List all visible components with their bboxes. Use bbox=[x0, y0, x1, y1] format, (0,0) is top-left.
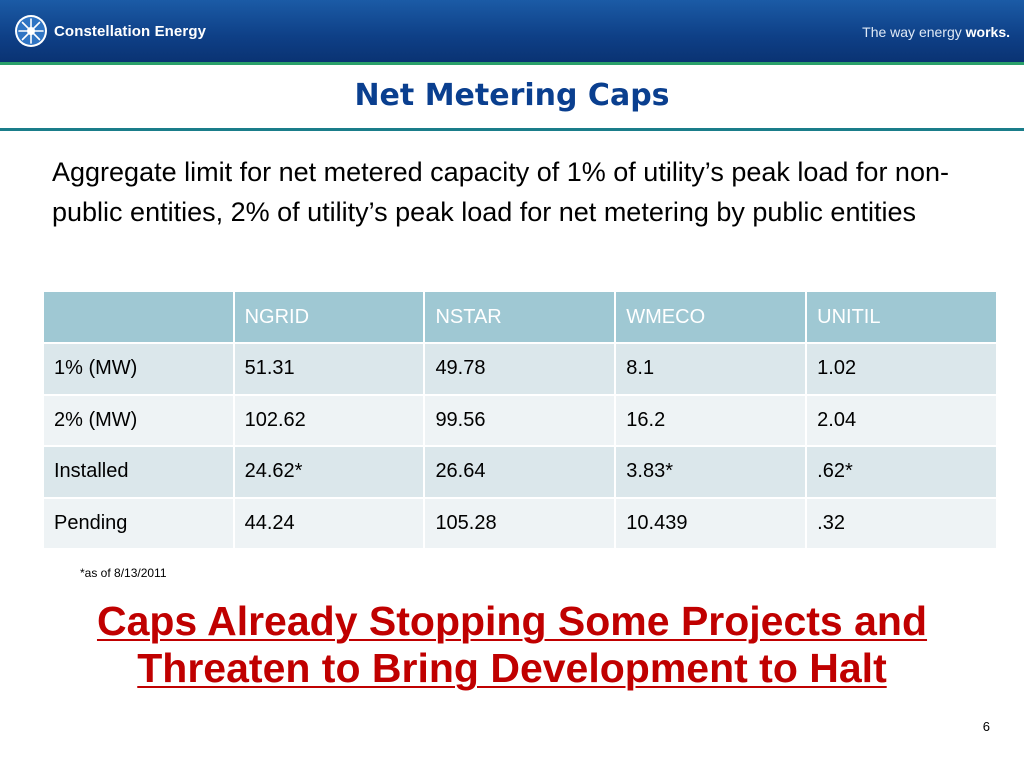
table-cell: 51.31 bbox=[232, 342, 426, 396]
title-divider bbox=[0, 128, 1024, 131]
table-cell: 24.62* bbox=[232, 445, 426, 499]
table-cell: 102.62 bbox=[232, 393, 426, 447]
tagline: The way energy works. bbox=[862, 24, 1010, 40]
table-cell: .32 bbox=[805, 496, 998, 550]
table-header-cell: UNITIL bbox=[805, 290, 998, 344]
row-label-cell: 2% (MW) bbox=[42, 393, 235, 447]
row-label-cell: Pending bbox=[42, 496, 235, 550]
row-label-cell: 1% (MW) bbox=[42, 342, 235, 396]
footnote: *as of 8/13/2011 bbox=[80, 566, 167, 580]
caps-table: NGRID NSTAR WMECO UNITIL 1% (MW) 51.31 4… bbox=[42, 290, 998, 550]
table-header-cell: WMECO bbox=[614, 290, 808, 344]
table-cell: 26.64 bbox=[423, 445, 617, 499]
tagline-prefix: The way energy bbox=[862, 24, 966, 40]
table-cell: 105.28 bbox=[423, 496, 617, 550]
table-cell: .62* bbox=[805, 445, 998, 499]
table-cell: 8.1 bbox=[614, 342, 808, 396]
row-label-cell: Installed bbox=[42, 445, 235, 499]
table-cell: 99.56 bbox=[423, 393, 617, 447]
table-row: Installed 24.62* 26.64 3.83* .62* bbox=[42, 445, 998, 499]
callout-line: Caps Already Stopping Some Projects and bbox=[96, 598, 928, 644]
page-number: 6 bbox=[982, 719, 990, 734]
table-cell: 1.02 bbox=[805, 342, 998, 396]
slide-title: Net Metering Caps bbox=[354, 78, 670, 113]
callout-headline: Caps Already Stopping Some Projects and … bbox=[0, 598, 1024, 692]
table-header-cell bbox=[42, 290, 235, 344]
header-bar: Constellation Energy The way energy work… bbox=[0, 0, 1024, 62]
callout-line: Threaten to Bring Development to Halt bbox=[137, 645, 887, 691]
table-cell: 3.83* bbox=[614, 445, 808, 499]
table-cell: 44.24 bbox=[232, 496, 426, 550]
logo-text: Constellation Energy bbox=[54, 22, 207, 40]
table-row: 1% (MW) 51.31 49.78 8.1 1.02 bbox=[42, 342, 998, 396]
starburst-logo-icon bbox=[15, 15, 47, 47]
table-cell: 2.04 bbox=[805, 393, 998, 447]
table-row: 2% (MW) 102.62 99.56 16.2 2.04 bbox=[42, 393, 998, 447]
table-header-cell: NGRID bbox=[232, 290, 426, 344]
table-header-cell: NSTAR bbox=[423, 290, 617, 344]
header-divider bbox=[0, 62, 1024, 65]
table-header-row: NGRID NSTAR WMECO UNITIL bbox=[42, 290, 998, 344]
table-cell: 16.2 bbox=[614, 393, 808, 447]
tagline-bold: works. bbox=[965, 24, 1010, 40]
company-logo: Constellation Energy bbox=[14, 13, 206, 49]
table-cell: 10.439 bbox=[614, 496, 808, 550]
table-cell: 49.78 bbox=[423, 342, 617, 396]
table-row: Pending 44.24 105.28 10.439 .32 bbox=[42, 496, 998, 550]
body-paragraph: Aggregate limit for net metered capacity… bbox=[52, 157, 949, 227]
